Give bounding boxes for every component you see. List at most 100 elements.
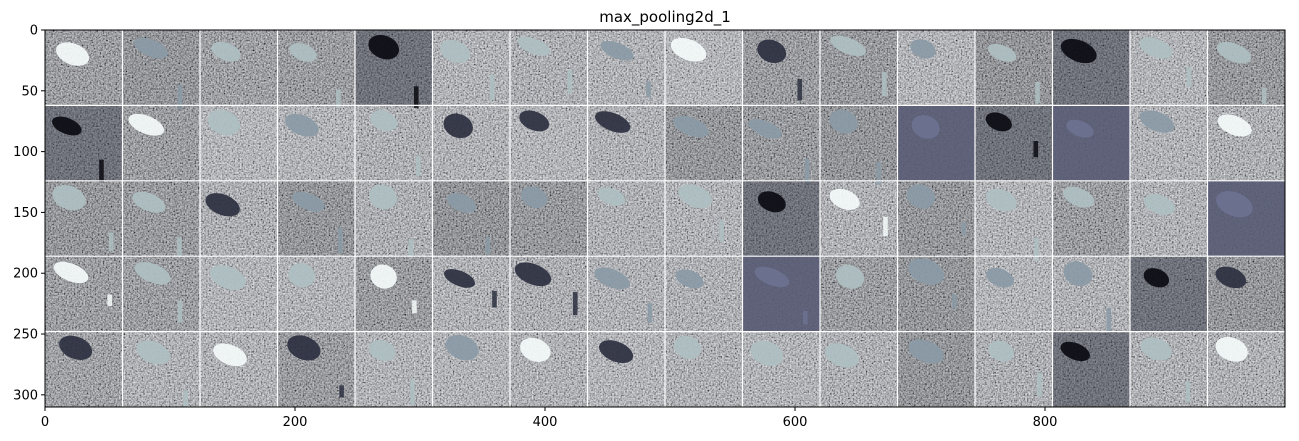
activation-blob — [829, 109, 858, 134]
feature-map-tile — [820, 256, 898, 332]
feature-map-tile — [665, 30, 743, 106]
feature-map-tile — [587, 180, 665, 257]
activation-blob — [675, 269, 704, 289]
activation-blob — [519, 110, 550, 132]
activation-spot — [99, 159, 104, 182]
activation-blob — [911, 115, 940, 139]
activation-spot — [177, 84, 183, 110]
feature-map-tile — [45, 331, 123, 407]
activation-blob — [595, 111, 631, 133]
feature-map-tile — [897, 30, 975, 106]
x-tick-label: 200 — [283, 415, 308, 430]
feature-map-tile — [1207, 180, 1285, 257]
tile-fill — [1052, 256, 1130, 332]
feature-map-tile — [897, 331, 975, 407]
activation-spot — [647, 303, 653, 323]
activation-blob — [1217, 114, 1252, 137]
activation-blob — [517, 36, 551, 56]
activation-blob — [908, 258, 945, 285]
activation-blob — [368, 34, 400, 60]
tile-fill — [897, 105, 975, 181]
feature-map-tile — [742, 331, 820, 407]
feature-map-tile — [355, 256, 433, 332]
feature-map-tile — [1207, 256, 1285, 332]
activation-spot — [1186, 67, 1192, 87]
activation-blob — [1140, 337, 1172, 361]
activation-blob — [1216, 191, 1253, 218]
activation-blob — [520, 186, 548, 209]
feature-map-tile — [587, 256, 665, 332]
activation-blob — [598, 187, 626, 206]
activation-spot — [339, 385, 344, 398]
tile-fill — [432, 105, 510, 181]
feature-map-tile — [45, 30, 123, 106]
tile-fill — [277, 30, 355, 106]
tile-fill — [975, 256, 1053, 332]
activation-blob — [53, 261, 89, 284]
activation-spot — [804, 158, 810, 185]
activation-blob — [988, 340, 1015, 362]
activation-blob — [673, 335, 702, 359]
feature-map-tile — [742, 30, 820, 106]
x-axis-ticks: 0 200 400 600 800 — [41, 407, 1057, 430]
activation-blob — [754, 266, 790, 288]
tile-fill — [45, 30, 123, 106]
tile-fill — [742, 331, 820, 407]
activation-blob — [370, 264, 397, 289]
activation-blob — [128, 113, 165, 136]
tile-fill — [975, 30, 1053, 106]
tile-fill — [432, 30, 510, 106]
activation-blob — [987, 43, 1017, 62]
tile-fill — [1207, 180, 1285, 257]
activation-blob — [908, 339, 944, 364]
x-tick-label: 0 — [41, 415, 49, 430]
y-tick-label: 300 — [13, 388, 38, 403]
activation-blob — [443, 269, 476, 288]
activation-blob — [287, 335, 321, 361]
feature-map-tile — [432, 180, 510, 257]
activation-spot — [485, 236, 491, 255]
activation-spot — [336, 89, 341, 108]
feature-map-tile — [897, 256, 975, 332]
feature-map-tile — [200, 180, 278, 257]
tile-fill — [1207, 105, 1285, 181]
feature-map-tile — [975, 331, 1053, 407]
activation-blob — [1062, 186, 1095, 208]
feature-map-tile — [1052, 180, 1130, 257]
feature-map-tile — [742, 105, 820, 185]
activation-blob — [1063, 261, 1093, 286]
feature-map-tile — [1052, 256, 1130, 332]
activation-blob — [288, 263, 315, 288]
feature-map-tile — [200, 331, 278, 407]
activation-blob — [55, 42, 90, 66]
activation-blob — [211, 41, 241, 62]
activation-spot — [492, 290, 497, 308]
activation-blob — [134, 262, 171, 285]
feature-map-tile — [897, 105, 975, 181]
activation-blob — [986, 267, 1014, 288]
activation-blob — [830, 35, 866, 57]
activation-blob — [52, 184, 86, 211]
activation-blob — [829, 188, 860, 210]
activation-blob — [1143, 194, 1175, 216]
activation-blob — [835, 264, 865, 289]
activation-blob — [440, 39, 471, 63]
activation-blob — [1215, 336, 1248, 362]
activation-spot — [1036, 372, 1042, 397]
activation-blob — [443, 113, 473, 139]
feature-map-tile — [820, 180, 898, 257]
activation-blob — [600, 40, 634, 61]
feature-map-tile — [587, 30, 665, 106]
x-tick-label: 600 — [783, 415, 808, 430]
feature-map-tile — [277, 256, 355, 332]
feature-map-tile — [200, 105, 278, 181]
chart-title: max_pooling2d_1 — [599, 8, 731, 27]
activation-spot — [177, 237, 182, 257]
activation-spot — [876, 161, 882, 185]
activation-spot — [412, 300, 417, 314]
activation-blob — [678, 184, 712, 209]
activation-spot — [337, 227, 343, 253]
feature-map-tile — [432, 331, 510, 407]
feature-map-tile — [742, 180, 820, 257]
activation-blob — [446, 193, 477, 213]
